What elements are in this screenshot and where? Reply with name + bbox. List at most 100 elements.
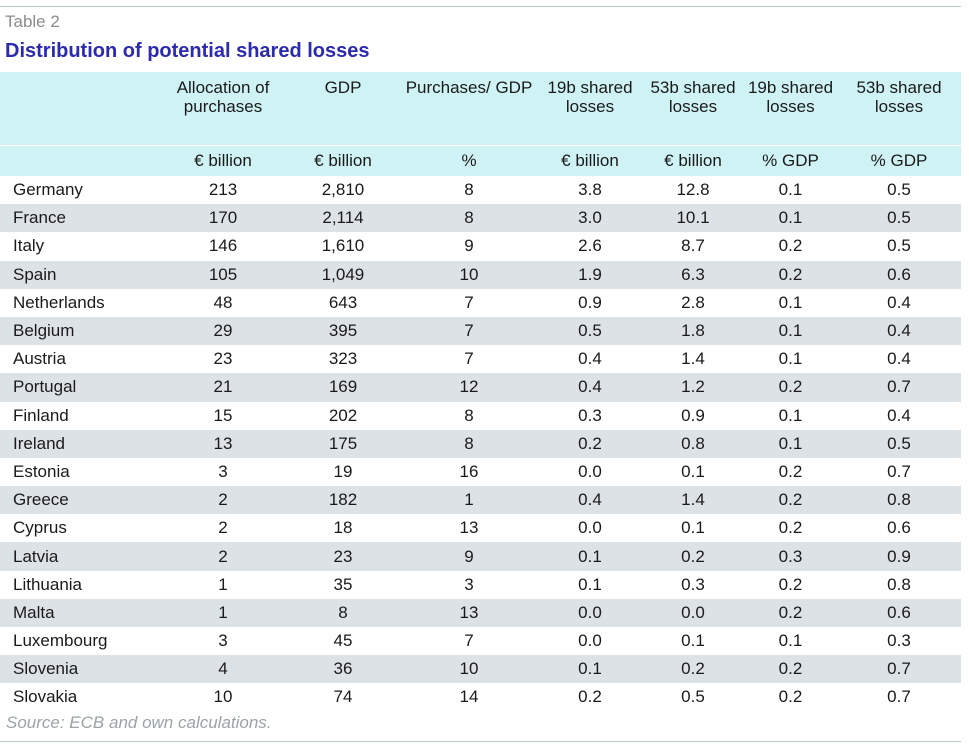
losses-table: Allocation of purchases GDP Purchases/ G… (0, 72, 961, 712)
unit-19b-losses-billion: € billion (538, 145, 642, 176)
table-cell: 395 (286, 316, 400, 346)
unit-53b-losses-billion: € billion (642, 145, 744, 176)
table-cell: 0.2 (538, 683, 642, 712)
table-row: Slovenia 4 36 10 0.1 0.2 0.2 0.7 (0, 655, 961, 684)
table-cell: 0.7 (837, 655, 961, 684)
table-cell: 16 (400, 457, 538, 487)
table-cell: 0.5 (837, 429, 961, 458)
table-cell: 23 (286, 542, 400, 571)
table-cell: 0.0 (538, 514, 642, 543)
bottom-rule (0, 741, 961, 742)
table-cell: 0.1 (744, 345, 837, 374)
table-cell: 7 (400, 316, 538, 346)
table-cell: 0.1 (744, 316, 837, 346)
table-cell: 23 (160, 345, 286, 374)
table-cell: 0.2 (744, 683, 837, 712)
country-name-cell: Lithuania (0, 570, 160, 599)
table-cell: 0.2 (744, 486, 837, 515)
unit-53b-losses-gdp: % GDP (837, 145, 961, 176)
table-cell: 1 (160, 598, 286, 627)
table-cell: 3 (160, 457, 286, 487)
table-cell: 3 (400, 570, 538, 599)
country-name-cell: France (0, 204, 160, 233)
table-cell: 2.6 (538, 232, 642, 261)
table-cell: 1,049 (286, 260, 400, 289)
unit-country (0, 145, 160, 176)
country-name-cell: Belgium (0, 316, 160, 346)
table-cell: 0.1 (744, 627, 837, 656)
country-name-cell: Portugal (0, 373, 160, 402)
table-row: Estonia 3 19 16 0.0 0.1 0.2 0.7 (0, 457, 961, 487)
table-row: Italy 146 1,610 9 2.6 8.7 0.2 0.5 (0, 232, 961, 261)
table-cell: 13 (160, 429, 286, 458)
country-name-cell: Greece (0, 486, 160, 515)
column-header-gdp: GDP (286, 72, 400, 146)
table-body: Germany 213 2,810 8 3.8 12.8 0.1 0.5 France 170 2,… (0, 176, 961, 712)
table-row: Ireland 13 175 8 0.2 0.8 0.1 0.5 (0, 429, 961, 458)
table-cell: 643 (286, 288, 400, 317)
table-cell: 4 (160, 655, 286, 684)
table-cell: 14 (400, 683, 538, 712)
country-name-cell: Latvia (0, 542, 160, 571)
table-row: Slovakia 10 74 14 0.2 0.5 0.2 0.7 (0, 683, 961, 712)
table-cell: 0.1 (538, 655, 642, 684)
table-cell: 2 (160, 514, 286, 543)
table-cell: 0.6 (837, 260, 961, 289)
column-header-19b-losses-billion: 19b shared losses (538, 72, 642, 146)
table-cell: 1,610 (286, 232, 400, 261)
table-cell: 74 (286, 683, 400, 712)
unit-row: € billion € billion % € billion € billio… (0, 145, 961, 176)
country-name-cell: Slovakia (0, 683, 160, 712)
table-cell: 0.3 (837, 627, 961, 656)
table-cell: 105 (160, 260, 286, 289)
table-cell: 35 (286, 570, 400, 599)
source-note: Source: ECB and own calculations. (6, 713, 272, 732)
table-cell: 0.4 (837, 345, 961, 374)
table-cell: 169 (286, 373, 400, 402)
table-cell: 8 (286, 598, 400, 627)
table-cell: 9 (400, 542, 538, 571)
table-row: Spain 105 1,049 10 1.9 6.3 0.2 0.6 (0, 260, 961, 289)
table-cell: 0.2 (642, 542, 744, 571)
table-row: Finland 15 202 8 0.3 0.9 0.1 0.4 (0, 401, 961, 430)
table-cell: 8 (400, 176, 538, 205)
table-cell: 0.2 (642, 655, 744, 684)
table-row: Germany 213 2,810 8 3.8 12.8 0.1 0.5 (0, 176, 961, 205)
table-cell: 0.4 (837, 316, 961, 346)
table-cell: 0.2 (744, 598, 837, 627)
country-name-cell: Finland (0, 401, 160, 430)
table-cell: 10.1 (642, 204, 744, 233)
table-cell: 2 (160, 542, 286, 571)
table-cell: 1 (400, 486, 538, 515)
table-cell: 13 (400, 598, 538, 627)
table-cell: 0.7 (837, 457, 961, 487)
table-cell: 1.4 (642, 486, 744, 515)
table-row: Greece 2 182 1 0.4 1.4 0.2 0.8 (0, 486, 961, 515)
table-row: Portugal 21 169 12 0.4 1.2 0.2 0.7 (0, 373, 961, 402)
table-cell: 45 (286, 627, 400, 656)
unit-gdp: € billion (286, 145, 400, 176)
country-name-cell: Germany (0, 176, 160, 205)
table-cell: 8 (400, 401, 538, 430)
table-cell: 19 (286, 457, 400, 487)
table-cell: 0.3 (538, 401, 642, 430)
table-cell: 2 (160, 486, 286, 515)
country-name-cell: Luxembourg (0, 627, 160, 656)
table-cell: 202 (286, 401, 400, 430)
table-cell: 0.2 (744, 373, 837, 402)
table-cell: 213 (160, 176, 286, 205)
table-cell: 13 (400, 514, 538, 543)
table-row: Lithuania 1 35 3 0.1 0.3 0.2 0.8 (0, 570, 961, 599)
table-cell: 0.2 (744, 570, 837, 599)
table-cell: 1.2 (642, 373, 744, 402)
table-cell: 0.2 (744, 260, 837, 289)
table-cell: 0.1 (744, 429, 837, 458)
table-title: Distribution of potential shared losses (5, 40, 370, 62)
table-cell: 0.1 (538, 542, 642, 571)
table-cell: 0.1 (744, 401, 837, 430)
table-cell: 0.1 (642, 627, 744, 656)
table-cell: 0.6 (837, 514, 961, 543)
table-cell: 146 (160, 232, 286, 261)
column-header-allocation: Allocation of purchases (160, 72, 286, 146)
table-cell: 12 (400, 373, 538, 402)
